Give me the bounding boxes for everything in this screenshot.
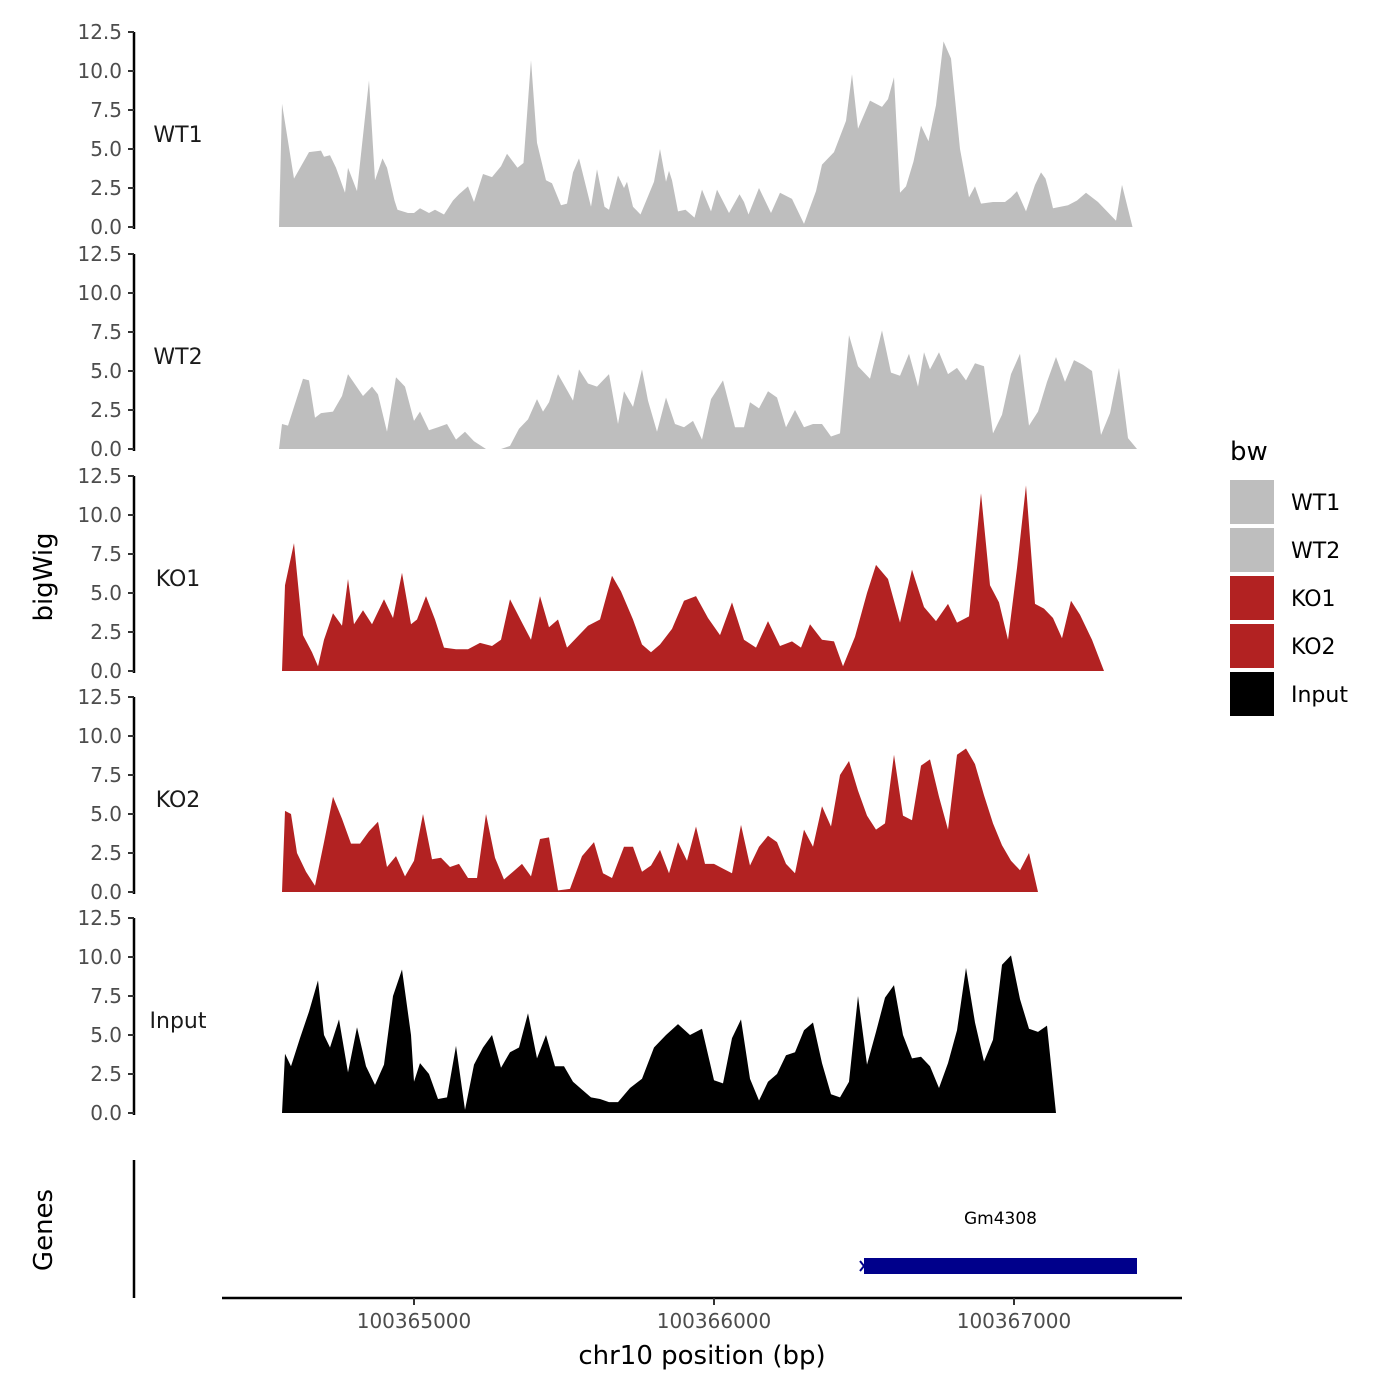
y-tick-label-WT1-1: 2.5 — [90, 176, 122, 200]
track-label-Input: Input — [150, 1009, 207, 1034]
area-KO2 — [282, 748, 1146, 892]
legend: bw WT1 WT2 KO1 KO2 Input — [1230, 437, 1348, 716]
x-axis-title: chr10 position (bp) — [578, 1341, 825, 1371]
y-tick-label-Input-1: 2.5 — [90, 1062, 122, 1086]
legend-label-WT1: WT1 — [1291, 491, 1340, 516]
y-tick-label-KO1-4: 10.0 — [77, 503, 122, 527]
y-tick-label-WT1-4: 10.0 — [77, 59, 122, 83]
legend-label-KO2: KO2 — [1291, 635, 1336, 660]
legend-key-Input — [1230, 672, 1274, 716]
y-tick-label-WT1-0: 0.0 — [90, 215, 122, 239]
legend-key-KO2 — [1230, 624, 1274, 668]
genes-panel: Gm4308 — [132, 1160, 1137, 1298]
y-tick-label-KO1-1: 2.5 — [90, 620, 122, 644]
x-axis: 100365000 100366000 100367000 — [222, 1296, 1182, 1333]
y-tick-label-WT2-0: 0.0 — [90, 437, 122, 461]
y-tick-label-WT2-4: 10.0 — [77, 281, 122, 305]
area-WT1 — [279, 41, 1146, 228]
legend-label-Input: Input — [1291, 683, 1348, 708]
track-panel-WT1: 0.0 2.5 5.0 7.5 10.0 12.5 WT1 — [77, 20, 1146, 239]
x-tick-label-2: 100367000 — [957, 1309, 1072, 1333]
y-tick-label-KO2-5: 12.5 — [77, 685, 122, 709]
y-tick-label-KO2-4: 10.0 — [77, 724, 122, 748]
track-panel-KO2: 0.0 2.5 5.0 7.5 10.0 12.5 KO2 — [77, 685, 1146, 904]
y-tick-label-KO1-3: 7.5 — [90, 542, 122, 566]
y-tick-label-WT1-3: 7.5 — [90, 98, 122, 122]
track-panels: 0.0 2.5 5.0 7.5 10.0 12.5 WT1 0.0 2.5 5.0 7.5 10.0 1… — [77, 20, 1146, 1125]
y-tick-label-WT1-5: 12.5 — [77, 20, 122, 44]
legend-label-WT2: WT2 — [1291, 539, 1340, 564]
y-tick-label-WT2-2: 5.0 — [90, 359, 122, 383]
y-tick-label-Input-5: 12.5 — [77, 906, 122, 930]
y-tick-label-KO1-0: 0.0 — [90, 659, 122, 683]
track-panel-Input: 0.0 2.5 5.0 7.5 10.0 12.5 Input — [77, 906, 1146, 1125]
y-tick-label-KO2-3: 7.5 — [90, 763, 122, 787]
y-tick-label-KO2-2: 5.0 — [90, 802, 122, 826]
track-label-WT2: WT2 — [153, 345, 202, 370]
legend-label-KO1: KO1 — [1291, 587, 1336, 612]
y-tick-label-KO2-1: 2.5 — [90, 841, 122, 865]
y-tick-label-Input-2: 5.0 — [90, 1023, 122, 1047]
y-tick-label-WT2-1: 2.5 — [90, 398, 122, 422]
y-tick-label-KO2-0: 0.0 — [90, 880, 122, 904]
legend-title: bw — [1230, 437, 1268, 467]
y-tick-label-KO1-5: 12.5 — [77, 464, 122, 488]
area-KO1 — [282, 485, 1146, 671]
y-axis-title: bigWig — [29, 532, 59, 621]
gene-body-Gm4308 — [864, 1258, 1137, 1274]
y-tick-label-WT1-2: 5.0 — [90, 137, 122, 161]
y-tick-label-Input-0: 0.0 — [90, 1101, 122, 1125]
y-tick-label-Input-4: 10.0 — [77, 945, 122, 969]
y-tick-label-WT2-5: 12.5 — [77, 242, 122, 266]
legend-key-WT1 — [1230, 480, 1274, 524]
track-panel-WT2: 0.0 2.5 5.0 7.5 10.0 12.5 WT2 — [77, 242, 1146, 461]
area-Input — [282, 955, 1146, 1113]
y-tick-label-Input-3: 7.5 — [90, 984, 122, 1008]
area-WT2 — [279, 330, 1146, 449]
legend-key-KO1 — [1230, 576, 1274, 620]
gene-label-Gm4308: Gm4308 — [964, 1209, 1037, 1229]
x-tick-label-1: 100366000 — [657, 1309, 772, 1333]
y-tick-label-WT2-3: 7.5 — [90, 320, 122, 344]
gene-strand-mark-Gm4308 — [859, 1260, 869, 1272]
track-panel-KO1: 0.0 2.5 5.0 7.5 10.0 12.5 KO1 — [77, 464, 1146, 683]
y-tick-label-KO1-2: 5.0 — [90, 581, 122, 605]
legend-key-WT2 — [1230, 528, 1274, 572]
track-label-WT1: WT1 — [153, 123, 202, 148]
track-label-KO1: KO1 — [156, 567, 201, 592]
x-tick-label-0: 100365000 — [357, 1309, 472, 1333]
track-label-KO2: KO2 — [156, 788, 201, 813]
genes-axis-title: Genes — [29, 1189, 59, 1271]
